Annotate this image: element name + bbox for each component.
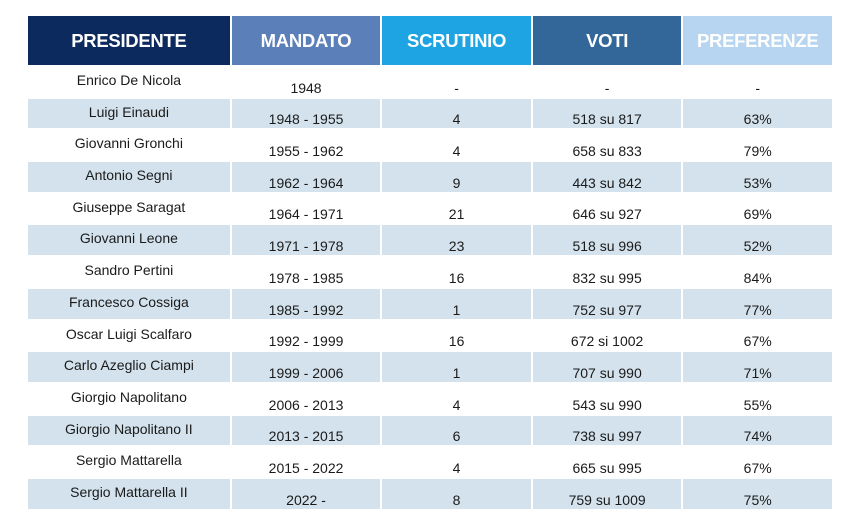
cell-presidente: Francesco Cossiga [28,288,230,319]
cell-preferenze: 84% [683,257,832,287]
cell-presidente: Giorgio Napolitano [28,383,230,414]
cell-presidente: Luigi Einaudi [28,98,230,129]
cell-scrutinio: 16 [382,320,531,351]
header-presidente: PRESIDENTE [28,16,230,65]
cell-voti: 738 su 997 [532,415,682,446]
table-row: Giorgio Napolitano II 2013 - 2015 6 738 su … [28,415,832,446]
table-row: Giuseppe Saragat 1964 - 1971 21 646 su 927 6… [28,193,832,224]
cell-preferenze: 53% [683,162,832,192]
table-row: Carlo Azeglio Ciampi 1999 - 2006 1 707 su 9… [28,352,832,382]
cell-scrutinio: 4 [382,98,531,129]
cell-preferenze: 77% [683,288,832,319]
cell-mandato: 2015 - 2022 [231,447,381,477]
table-row: Giorgio Napolitano 2006 - 2013 4 543 su 990… [28,383,832,414]
header-mandato: MANDATO [231,16,381,65]
cell-mandato: 2006 - 2013 [231,383,381,414]
cell-preferenze: 75% [683,478,832,509]
cell-mandato: 1955 - 1962 [231,130,381,161]
cell-scrutinio: 4 [382,130,531,161]
cell-presidente: Giovanni Gronchi [28,130,230,161]
cell-scrutinio: 1 [382,352,531,382]
cell-voti: - [532,67,682,97]
cell-preferenze: 74% [683,415,832,446]
cell-presidente: Sergio Mattarella [28,447,230,477]
table-body: Enrico De Nicola 1948- - - Luigi Einaudi 1948… [28,67,832,509]
cell-preferenze: 67% [683,447,832,477]
cell-preferenze: 63% [683,98,832,129]
table-row: Luigi Einaudi 1948 - 1955 4 518 su 817 63% [28,98,832,129]
cell-presidente: Giuseppe Saragat [28,193,230,224]
cell-preferenze: 52% [683,225,832,256]
cell-preferenze: 79% [683,130,832,161]
cell-voti: 543 su 990 [532,383,682,414]
presidents-table: PRESIDENTE MANDATO SCRUTINIO VOTI PREFER… [26,14,834,511]
cell-voti: 646 su 927 [532,193,682,224]
cell-voti: 443 su 842 [532,162,682,192]
cell-voti: 518 su 996 [532,225,682,256]
cell-scrutinio: 6 [382,415,531,446]
cell-mandato: 1948 [231,67,381,97]
cell-mandato: 1971 - 1978 [231,225,381,256]
cell-mandato: 1999 - 2006 [231,352,381,382]
cell-mandato: 1964 - 1971 [231,193,381,224]
cell-voti: 752 su 977 [532,288,682,319]
cell-scrutinio: 23 [382,225,531,256]
cell-mandato: 2022 - [231,478,381,509]
cell-preferenze: 69% [683,193,832,224]
table-row: Sergio Mattarella II 2022 -8 759 su 1009 75… [28,478,832,509]
table-row: Antonio Segni 1962 - 1964 9 443 su 842 53% [28,162,832,192]
cell-scrutinio: 21 [382,193,531,224]
cell-mandato: 1985 - 1992 [231,288,381,319]
cell-scrutinio: 4 [382,447,531,477]
cell-scrutinio: 16 [382,257,531,287]
cell-presidente: Giorgio Napolitano II [28,415,230,446]
table-row: Oscar Luigi Scalfaro 1992 - 1999 16 672 si … [28,320,832,351]
table-row: Sandro Pertini 1978 - 1985 16 832 su 995 84% [28,257,832,287]
cell-preferenze: 55% [683,383,832,414]
cell-presidente: Enrico De Nicola [28,67,230,97]
cell-scrutinio: 9 [382,162,531,192]
cell-preferenze: - [683,67,832,97]
cell-preferenze: 67% [683,320,832,351]
cell-mandato: 1962 - 1964 [231,162,381,192]
header-scrutinio: SCRUTINIO [382,16,531,65]
cell-voti: 518 su 817 [532,98,682,129]
table-row: Enrico De Nicola 1948- - - [28,67,832,97]
cell-mandato: 2013 - 2015 [231,415,381,446]
table-row: Giovanni Leone 1971 - 1978 23 518 su 996 52% [28,225,832,256]
cell-voti: 672 si 1002 [532,320,682,351]
table-header-row: PRESIDENTE MANDATO SCRUTINIO VOTI PREFER… [28,16,832,65]
cell-mandato: 1992 - 1999 [231,320,381,351]
header-voti: VOTI [532,16,682,65]
table-row: Giovanni Gronchi 1955 - 1962 4 658 su 833 79… [28,130,832,161]
cell-voti: 665 su 995 [532,447,682,477]
cell-voti: 658 su 833 [532,130,682,161]
cell-presidente: Giovanni Leone [28,225,230,256]
cell-scrutinio: 1 [382,288,531,319]
cell-presidente: Antonio Segni [28,162,230,192]
cell-preferenze: 71% [683,352,832,382]
cell-scrutinio: 8 [382,478,531,509]
cell-mandato: 1948 - 1955 [231,98,381,129]
cell-presidente: Carlo Azeglio Ciampi [28,352,230,382]
cell-voti: 832 su 995 [532,257,682,287]
header-preferenze: PREFERENZE [683,16,832,65]
cell-mandato: 1978 - 1985 [231,257,381,287]
cell-voti: 759 su 1009 [532,478,682,509]
cell-voti: 707 su 990 [532,352,682,382]
table-row: Francesco Cossiga 1985 - 1992 1 752 su 977 7… [28,288,832,319]
cell-presidente: Sandro Pertini [28,257,230,287]
cell-scrutinio: - [382,67,531,97]
cell-presidente: Sergio Mattarella II [28,478,230,509]
cell-presidente: Oscar Luigi Scalfaro [28,320,230,351]
table-row: Sergio Mattarella 2015 - 2022 4 665 su 995 6… [28,447,832,477]
cell-scrutinio: 4 [382,383,531,414]
